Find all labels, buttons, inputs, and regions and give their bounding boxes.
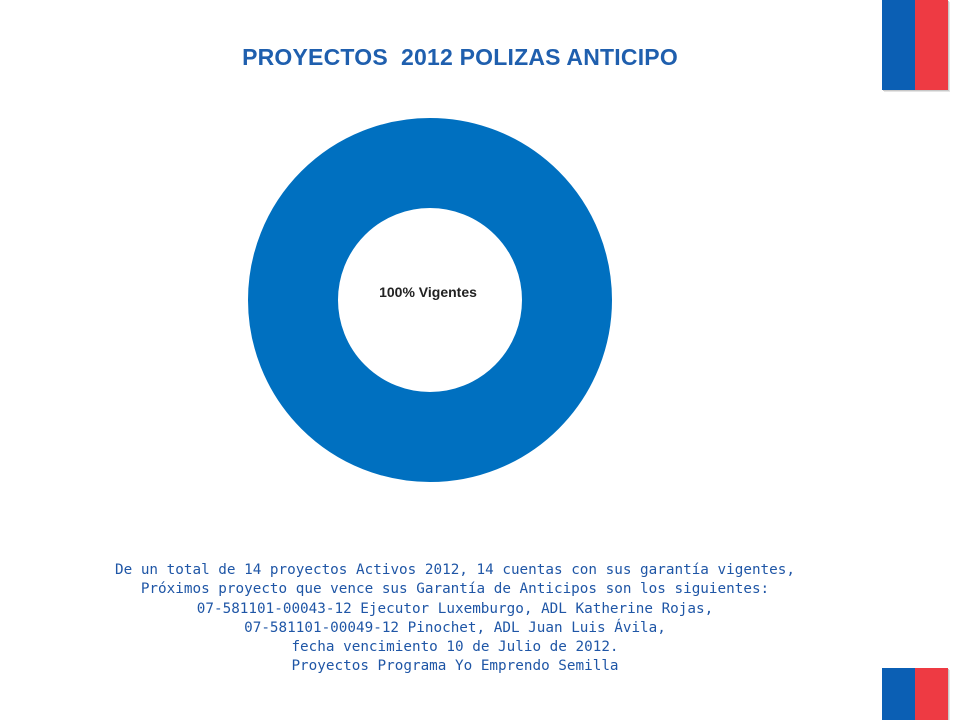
flag-red-stripe	[915, 668, 948, 720]
caption-line: 07-581101-00049-12 Pinochet, ADL Juan Lu…	[244, 619, 666, 636]
chart-title: PROYECTOS 2012 POLIZAS ANTICIPO	[242, 44, 678, 70]
caption-line: fecha vencimiento 10 de Julio de 2012.	[291, 639, 619, 656]
flag-red-stripe	[915, 0, 948, 90]
flag-blue-stripe	[882, 0, 915, 90]
caption-line: De un total de 14 proyectos Activos 2012…	[115, 562, 795, 578]
caption-text: De un total de 14 proyectos Activos 2012…	[40, 561, 870, 677]
flag-blue-stripe	[882, 668, 915, 720]
chart-data-label: 100% Vigentes	[379, 284, 477, 300]
caption-line: 07-581101-00043-12 Ejecutor Luxemburgo, …	[196, 600, 714, 617]
caption-line: Próximos proyecto que vence sus Garantía…	[140, 581, 770, 598]
caption-line: Proyectos Programa Yo Emprendo Semilla	[291, 658, 619, 675]
flag-decoration-bottom	[882, 668, 948, 720]
flag-decoration-top	[882, 0, 948, 90]
chart-slice-vigentes	[248, 118, 612, 482]
